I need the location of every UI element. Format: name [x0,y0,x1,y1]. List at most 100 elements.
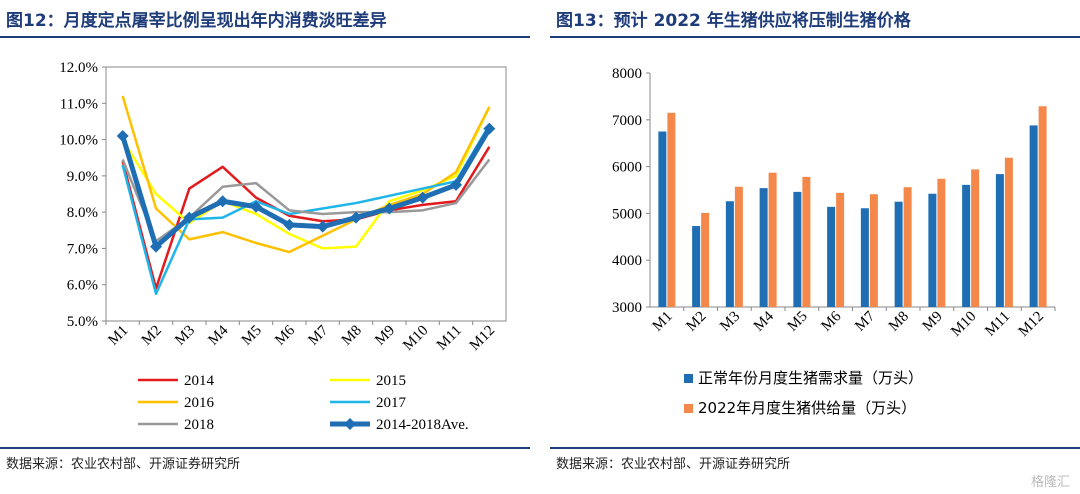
bar-supply [1038,106,1047,307]
bar-demand [759,188,768,307]
y-tick-label: 6.0% [67,278,98,294]
x-tick-label: M9 [920,309,946,335]
y-tick-label: 7.0% [67,241,98,257]
data-point-marker [483,122,496,135]
legend-label: 2022年月度生猪供给量（万头） [698,399,916,417]
left-figure-panel: 图12：月度定点屠宰比例呈现出年内消费淡旺差异 5.0% 6.0% 7.0% 8.0%… [0,0,530,494]
left-title-rule [0,36,530,38]
bar-demand [860,208,869,307]
bar-supply [937,178,946,307]
bar-demand [1029,125,1038,307]
data-point-marker [416,191,429,204]
series-line-2014 [121,146,491,290]
x-tick-label: M4 [751,308,777,334]
bar-chart: 3000 4000 5000 6000 7000 8000 M1 M2 M3 M4 M5 M6 M7 M8… [612,66,1056,417]
y-tick-label: 10.0% [59,133,98,149]
x-tick-label: M12 [1016,309,1047,340]
y-tick-label: 6000 [612,160,642,176]
y-tick-label: 5000 [612,206,642,222]
x-tick-label: M5 [239,323,265,349]
x-tick-label: M2 [683,309,709,335]
bar-supply [802,176,811,307]
series-line-2014-2018Ave. [120,127,492,250]
right-bottom-rule [550,447,1080,449]
data-point-marker [450,178,462,191]
x-tick-label: M9 [372,323,398,349]
watermark-logo: 格隆汇 [1030,475,1070,490]
x-tick-label: M11 [434,323,465,354]
y-tick-label: 4000 [612,253,642,269]
bar-demand [827,206,836,307]
right-figure-title: 图13：预计 2022 年生猪供应将压制生猪价格 [556,11,911,31]
legend-label: 2018 [184,417,214,433]
x-tick-label: M11 [982,309,1013,340]
x-tick-label: M7 [305,322,331,348]
legend-label: 2014-2018Ave. [376,417,469,433]
legend-marker [344,418,356,430]
bar-supply [869,194,878,307]
bar-supply [836,192,845,307]
x-tick-label: M10 [400,323,431,354]
y-tick-label: 5.0% [67,314,98,330]
data-point-marker [383,202,396,215]
y-tick-label: 11.0% [60,96,98,112]
legend-label: 正常年份月度生猪需求量（万头） [698,369,923,387]
left-figure-title: 图12：月度定点屠宰比例呈现出年内消费淡旺差异 [6,11,387,31]
x-tick-label: M5 [785,309,811,335]
legend-swatch [684,374,693,383]
legend-label: 2014 [184,373,215,389]
data-point-marker [316,220,329,233]
plot-area-border [105,66,507,322]
right-source-note: 数据来源：农业农村部、开源证券研究所 [556,457,791,472]
data-point-marker [250,200,262,213]
bar-demand [995,174,1004,307]
legend-label: 2015 [376,373,406,389]
bar-supply [971,169,980,307]
data-point-marker [116,129,129,142]
bar-demand [962,184,971,307]
y-tick-label: 8.0% [67,205,98,221]
data-point-marker [150,240,162,253]
bar-supply [667,112,676,307]
bar-demand [692,226,701,307]
x-tick-label: M6 [818,308,844,334]
data-point-marker [350,211,362,224]
x-tick-label: M3 [172,323,198,349]
x-tick-label: M8 [339,323,365,349]
x-tick-label: M2 [139,323,165,349]
data-point-marker [183,211,196,224]
x-tick-label: M10 [948,309,979,340]
left-source-note: 数据来源：农业农村部、开源证券研究所 [6,457,241,472]
x-tick-label: M12 [467,323,498,354]
right-title-rule [550,36,1080,38]
legend-label: 2017 [376,395,407,411]
x-tick-label: M3 [717,309,743,335]
legend-swatch [684,404,693,413]
y-tick-label: 8000 [612,66,642,82]
data-point-marker [216,195,229,208]
bar-demand [725,201,734,307]
y-tick-label: 3000 [612,300,642,316]
x-tick-label: M1 [105,323,131,349]
bar-supply [701,212,710,307]
x-tick-label: M7 [852,308,878,334]
bar-demand [894,201,903,307]
data-point-marker [283,218,296,231]
line-chart: 5.0% 6.0% 7.0% 8.0% 9.0% 10.0% 11.0% 12.0% M1 M2 M… [59,60,507,433]
x-tick-label: M4 [205,322,231,348]
bar-demand [928,193,937,307]
right-figure-panel: 图13：预计 2022 年生猪供应将压制生猪价格 3000 4000 5000 600… [550,0,1080,494]
x-tick-label: M1 [650,309,676,335]
bar-demand [793,191,802,307]
bar-demand [658,131,667,307]
y-tick-label: 7000 [612,113,642,129]
y-tick-label: 9.0% [67,169,98,185]
legend-label: 2016 [184,395,215,411]
y-tick-label: 12.0% [59,60,98,76]
x-tick-label: M8 [886,309,912,335]
series-line-2017 [121,124,491,296]
bar-supply [734,186,743,307]
bar-supply [903,187,912,307]
bar-supply [768,172,777,307]
x-tick-label: M6 [272,322,298,348]
